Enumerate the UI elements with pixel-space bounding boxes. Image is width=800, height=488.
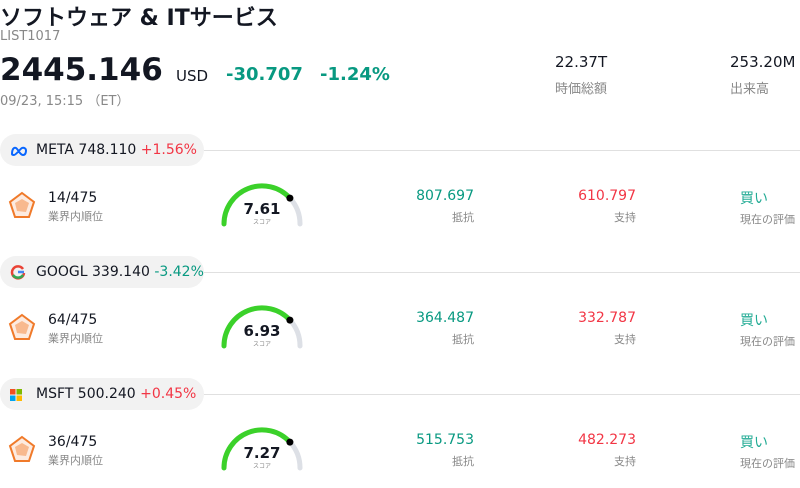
change-pct: -3.42%: [154, 264, 204, 280]
score: 7.61: [243, 200, 281, 218]
support: 332.787: [578, 310, 636, 326]
resistance: 364.487: [416, 310, 474, 326]
score-label: スコア: [252, 463, 271, 470]
rank-label: 業界内順位: [48, 454, 103, 467]
logo: [10, 264, 26, 284]
market-cap-label: 時価総額: [555, 82, 608, 97]
radar-icon: [8, 435, 36, 467]
support: 482.273: [578, 432, 636, 448]
title: ソフトウェア & ITサービス: [0, 6, 278, 31]
rating-label: 現在の評価: [740, 335, 795, 348]
divider: [204, 272, 800, 273]
divider: [204, 394, 800, 395]
ticker: MSFT: [36, 386, 74, 402]
support-label: 支持: [614, 211, 636, 224]
support-label: 支持: [614, 333, 636, 346]
ticker-chip: [0, 256, 204, 288]
support: 610.797: [578, 188, 636, 204]
change-pct: -1.24%: [320, 64, 390, 85]
score-label: スコア: [252, 341, 271, 348]
price: 748.110: [78, 142, 137, 158]
price: 500.240: [77, 386, 136, 402]
price: 339.140: [92, 264, 150, 280]
rank-label: 業界内順位: [48, 332, 103, 345]
volume-label: 出来高: [730, 82, 770, 97]
code: LIST1017: [0, 29, 61, 44]
chip-text: MSFT 500.240 +0.45%: [36, 386, 196, 402]
radar-icon: [8, 313, 36, 345]
gauge: [217, 424, 307, 478]
ticker-chip: [0, 134, 204, 166]
rank: 36/475: [48, 434, 98, 450]
rank: 64/475: [48, 312, 98, 328]
resistance: 807.697: [416, 188, 474, 204]
rank: 14/475: [48, 190, 98, 206]
gauge: [217, 302, 307, 356]
volume: 253.20M: [730, 53, 796, 71]
resistance-label: 抵抗: [452, 333, 474, 346]
resistance: 515.753: [416, 432, 474, 448]
logo: [10, 386, 22, 405]
chip-text: GOOGL 339.140 -3.42%: [36, 264, 204, 280]
resistance-label: 抵抗: [452, 211, 474, 224]
logo: [10, 142, 28, 161]
timestamp: 09/23, 15:15 （ET）: [0, 94, 130, 109]
ticker-chip: [0, 378, 204, 410]
score: 7.27: [243, 444, 281, 462]
rating: 買い: [740, 313, 768, 329]
change-pct: +1.56%: [140, 142, 197, 158]
radar-icon: [8, 191, 36, 223]
chip-text: META 748.110 +1.56%: [36, 142, 197, 158]
rating: 買い: [740, 435, 768, 451]
market-cap: 22.37T: [555, 53, 608, 71]
rating-label: 現在の評価: [740, 213, 795, 226]
score: 6.93: [243, 322, 281, 340]
resistance-label: 抵抗: [452, 455, 474, 468]
score-label: スコア: [252, 219, 271, 226]
ticker: META: [36, 142, 74, 158]
change: -30.707: [226, 64, 303, 85]
rating-label: 現在の評価: [740, 457, 795, 470]
change-pct: +0.45%: [140, 386, 197, 402]
rating: 買い: [740, 191, 768, 207]
gauge: [217, 180, 307, 234]
price: 2445.146: [0, 52, 163, 88]
support-label: 支持: [614, 455, 636, 468]
currency: USD: [176, 67, 209, 85]
ticker: GOOGL: [36, 264, 88, 280]
rank-label: 業界内順位: [48, 210, 103, 223]
divider: [204, 150, 800, 151]
